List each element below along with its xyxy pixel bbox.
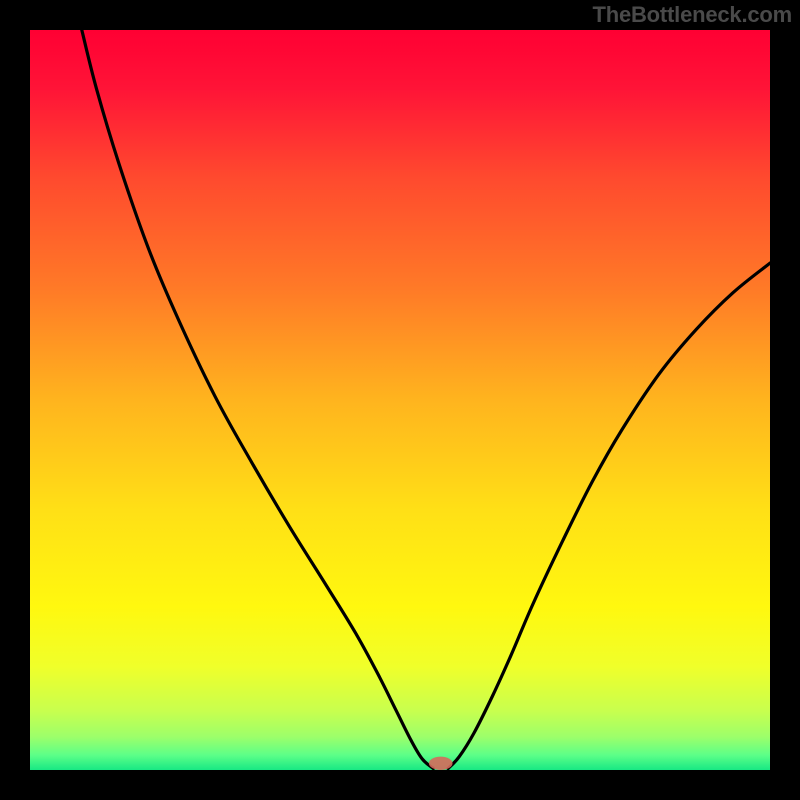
bottleneck-chart [0,0,800,800]
minimum-marker [429,757,453,770]
plot-area [30,30,770,770]
watermark-text: TheBottleneck.com [592,2,792,28]
chart-stage: TheBottleneck.com [0,0,800,800]
